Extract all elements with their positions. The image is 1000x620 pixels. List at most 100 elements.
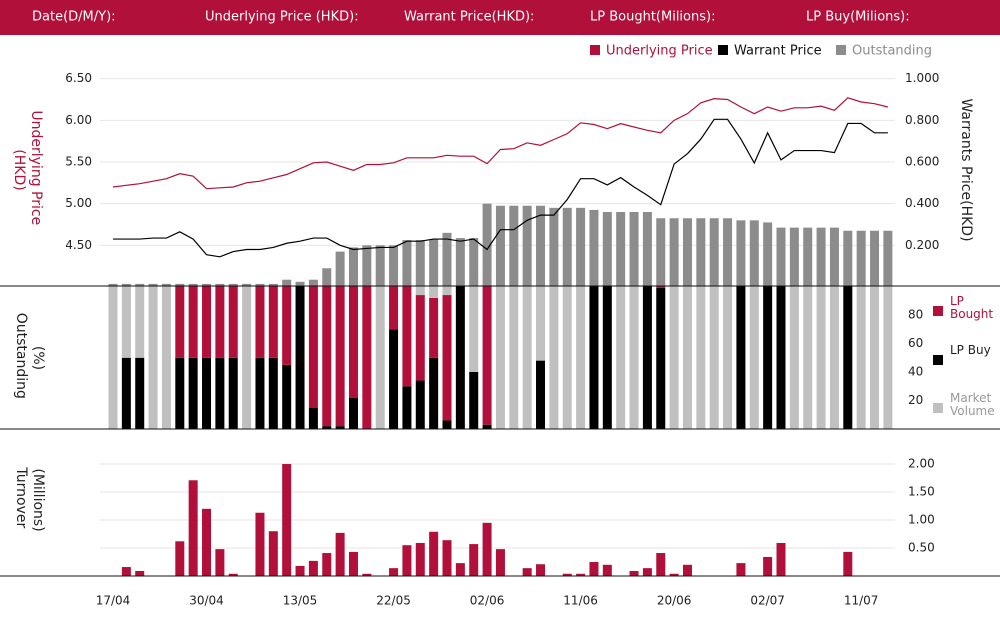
stack-segment [482, 424, 492, 429]
outstanding-bar [589, 209, 599, 287]
stack-segment [589, 286, 599, 429]
y-axis-title: Outstanding (%) [13, 313, 46, 404]
outstanding-bar [495, 205, 505, 287]
y-tick-label: 2.00 [908, 457, 935, 471]
y-tick-label: 0.400 [905, 196, 939, 210]
outstanding-bar [255, 283, 265, 287]
stack-segment [389, 286, 399, 330]
stack-segment [175, 357, 185, 429]
turnover-bar [335, 532, 345, 576]
stack-segment [121, 286, 131, 358]
turnover-bar [843, 551, 853, 576]
stack-segment [469, 286, 479, 372]
turnover-bar [135, 570, 145, 576]
outstanding-bar [749, 220, 759, 287]
y-tick-label: 4.50 [65, 238, 92, 252]
x-tick-label: 02/06 [470, 594, 505, 608]
stack-segment [656, 287, 666, 429]
turnover-bar [602, 564, 612, 576]
stack-segment [242, 286, 252, 429]
outstanding-bar [228, 283, 238, 287]
outstanding-bar [148, 283, 158, 287]
x-tick-label: 13/05 [283, 594, 318, 608]
turnover-bar [255, 512, 265, 576]
stack-segment [108, 286, 118, 429]
stack-segment [348, 286, 358, 398]
stack-segment [723, 286, 733, 429]
outstanding-bar [482, 203, 492, 287]
y-tick-label: 1.00 [908, 513, 935, 527]
x-tick-label: 11/07 [844, 594, 879, 608]
turnover-bar [215, 549, 225, 576]
turnover-bar [268, 531, 278, 576]
stack-segment [228, 357, 238, 429]
outstanding-bar [215, 283, 225, 287]
outstanding-bar [736, 220, 746, 287]
outstanding-bar [549, 207, 559, 287]
y-tick-label: 80 [908, 308, 923, 322]
stack-segment [629, 286, 639, 429]
turnover-bar [495, 549, 505, 576]
y-axis-title: Turnover (Millions) [13, 466, 46, 532]
outstanding-bar [642, 212, 652, 287]
stack-segment [429, 297, 439, 358]
stack-segment [536, 360, 546, 429]
y-tick-label: 1.50 [908, 485, 935, 499]
y-axis-title-line: (%) [30, 346, 46, 370]
y-axis-title-line: Underlying Price [28, 110, 44, 225]
turnover-bar [188, 480, 198, 576]
stack-segment [536, 286, 546, 361]
turnover-bar [308, 560, 318, 576]
price-line [113, 118, 888, 258]
turnover-bar [669, 573, 679, 576]
outstanding-bar [803, 227, 813, 287]
outstanding-bar [829, 227, 839, 287]
stack-segment [442, 295, 452, 421]
stack-segment [188, 286, 198, 358]
header-label: LP Buy(Milions): [806, 10, 910, 25]
stack-segment [308, 286, 318, 408]
turnover-bar [736, 563, 746, 576]
y-tick-label: 5.00 [65, 196, 92, 210]
outstanding-bar [723, 218, 733, 287]
x-tick-label: 11/06 [563, 594, 598, 608]
stack-segment [803, 286, 813, 429]
outstanding-bar [161, 283, 171, 287]
stack-segment [736, 286, 746, 429]
outstanding-bar [522, 205, 532, 287]
stack-segment [282, 286, 292, 365]
outstanding-bar [696, 218, 706, 287]
outstanding-bar [429, 239, 439, 287]
outstanding-bar [455, 238, 465, 287]
stack-segment [816, 286, 826, 429]
outstanding-bar [268, 283, 278, 287]
y-axis-title-line: Outstanding [13, 313, 29, 399]
stack-segment [469, 372, 479, 429]
stack-segment [602, 286, 612, 429]
stack-segment [175, 286, 185, 358]
turnover-bar [175, 541, 185, 576]
stack-segment [789, 286, 799, 429]
legend-label: LP Bought [950, 294, 994, 321]
stack-segment [616, 286, 626, 429]
y-tick-label: 0.800 [905, 113, 939, 127]
x-tick-label: 17/04 [96, 594, 131, 608]
turnover-bar [656, 553, 666, 576]
outstanding-bar [108, 283, 118, 287]
turnover-bar [536, 564, 546, 576]
stack-segment [455, 286, 465, 429]
turnover-bar [455, 563, 465, 576]
outstanding-bar [843, 230, 853, 287]
stack-segment [389, 329, 399, 429]
y-tick-label: 6.50 [65, 71, 92, 85]
outstanding-bar [121, 283, 131, 287]
stack-segment [482, 286, 492, 425]
x-tick-label: 30/04 [189, 594, 224, 608]
stack-segment [362, 286, 372, 429]
outstanding-bar [322, 268, 332, 287]
turnover-bar [629, 570, 639, 576]
outstanding-bar [682, 218, 692, 287]
outstanding-bar [562, 207, 572, 287]
stack-segment [375, 286, 385, 429]
